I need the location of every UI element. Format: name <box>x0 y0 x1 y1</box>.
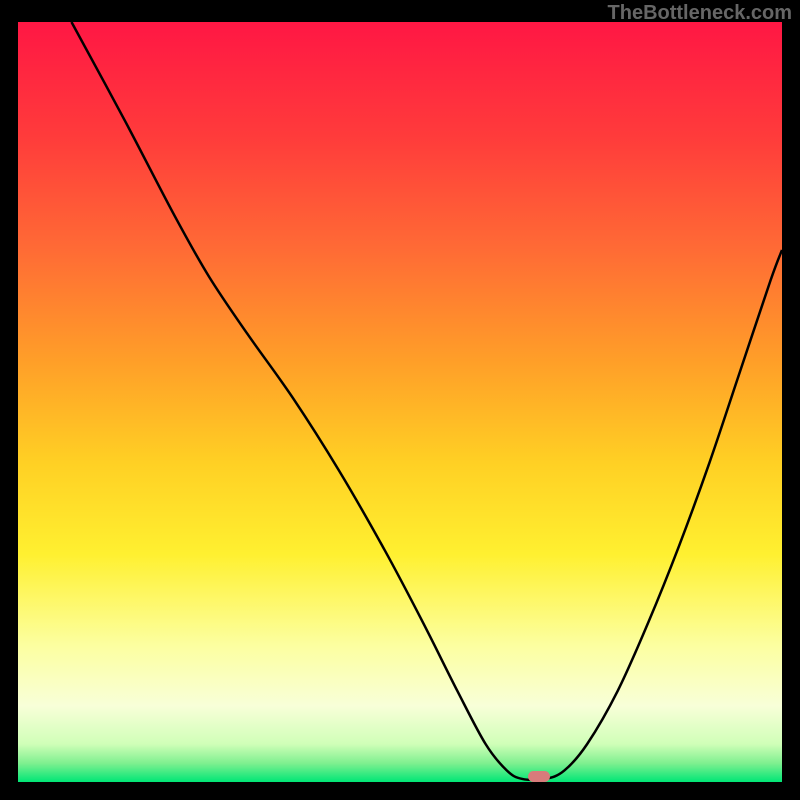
watermark-text: TheBottleneck.com <box>608 2 792 25</box>
optimal-marker <box>528 771 550 782</box>
bottleneck-curve <box>18 22 782 782</box>
plot-area <box>18 22 782 782</box>
